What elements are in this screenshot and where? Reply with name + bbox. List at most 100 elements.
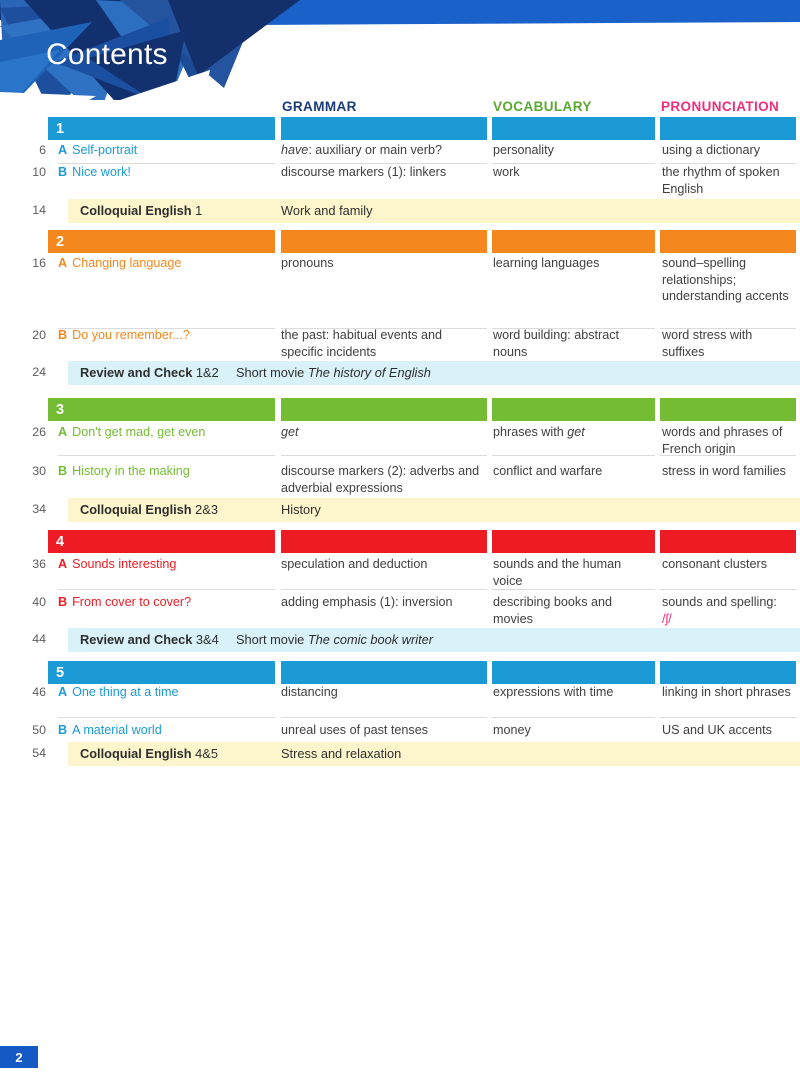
lesson-row: 20 B Do you remember...? the past: habitual… bbox=[0, 327, 800, 359]
banner-label-bold: Colloquial English bbox=[80, 502, 192, 517]
row-separator bbox=[281, 455, 487, 456]
lesson-letter: B bbox=[58, 723, 68, 737]
row-separator bbox=[58, 589, 275, 590]
banner-label-bold: Review and Check bbox=[80, 632, 193, 647]
unit-number: 4 bbox=[56, 534, 65, 550]
pronunciation-cell: words and phrases of French origin bbox=[662, 425, 783, 456]
lesson-name: Self-portrait bbox=[72, 143, 138, 157]
unit-bar-segment bbox=[660, 530, 796, 553]
pronunciation-cell: sounds and spelling: /ʃ/ bbox=[662, 595, 777, 626]
banner-label-bold: Review and Check bbox=[80, 365, 193, 380]
short-movie-title: The history of English bbox=[307, 365, 431, 380]
row-separator bbox=[660, 328, 796, 329]
lesson-page-number: 10 bbox=[32, 165, 46, 179]
lesson-letter: A bbox=[58, 557, 68, 571]
banner-page-number: 44 bbox=[32, 632, 46, 646]
column-header-pronunciation: PRONUNCIATION bbox=[661, 99, 780, 114]
banner-label-bold: Colloquial English bbox=[80, 203, 192, 218]
unit-bar-segment bbox=[281, 230, 487, 253]
unit-bar-segment bbox=[48, 117, 275, 140]
lesson-row: 30 B History in the making discourse marker… bbox=[0, 463, 800, 497]
row-separator bbox=[492, 455, 655, 456]
lesson-name: Nice work! bbox=[72, 165, 131, 179]
banner-label: Review and Check 1&2 bbox=[80, 365, 219, 380]
lesson-letter: B bbox=[58, 165, 68, 179]
column-header-grammar: GRAMMAR bbox=[282, 99, 357, 114]
banner-short-movie: Short movie The history of English bbox=[236, 365, 431, 380]
pronunciation-cell: word stress with suffixes bbox=[662, 328, 753, 359]
lesson-row: 50 B A material world unreal uses of past t… bbox=[0, 722, 800, 744]
unit-bar-segment bbox=[492, 117, 655, 140]
lesson-name: History in the making bbox=[72, 464, 190, 478]
grammar-cell: have: auxiliary or main verb? bbox=[281, 143, 442, 157]
lesson-name: A material world bbox=[72, 723, 162, 737]
grammar-italic-term: get bbox=[281, 425, 299, 439]
row-separator bbox=[58, 455, 275, 456]
vocabulary-cell: sounds and the human voice bbox=[493, 557, 622, 588]
unit-bar-segment bbox=[48, 398, 275, 421]
lesson-title: B From cover to cover? bbox=[58, 594, 273, 611]
banner-label: Colloquial English 4&5 bbox=[80, 746, 218, 761]
lesson-name: From cover to cover? bbox=[72, 595, 192, 609]
lesson-title: B A material world bbox=[58, 722, 273, 739]
unit-bar-segment bbox=[660, 398, 796, 421]
lesson-title: B Do you remember...? bbox=[58, 327, 273, 344]
banner-label: Colloquial English 2&3 bbox=[80, 502, 218, 517]
column-header-vocabulary: VOCABULARY bbox=[493, 99, 592, 114]
banner-background bbox=[68, 742, 800, 766]
vocabulary-cell: expressions with time bbox=[493, 685, 614, 699]
row-separator bbox=[660, 163, 796, 164]
pronunciation-cell: consonant clusters bbox=[662, 557, 768, 571]
row-separator bbox=[660, 717, 796, 718]
unit-color-bar: 5 bbox=[0, 661, 800, 684]
lesson-letter: A bbox=[58, 143, 68, 157]
lesson-page-number: 50 bbox=[32, 723, 46, 737]
row-separator bbox=[281, 589, 487, 590]
lesson-letter: B bbox=[58, 595, 68, 609]
lesson-row: 40 B From cover to cover? adding emphasis (… bbox=[0, 594, 800, 630]
lesson-page-number: 26 bbox=[32, 425, 46, 439]
vocabulary-cell: work bbox=[493, 165, 520, 179]
unit-bar-segment bbox=[48, 230, 275, 253]
lesson-title: A Self-portrait bbox=[58, 142, 273, 159]
row-separator bbox=[492, 163, 655, 164]
lesson-row: 16 A Changing language pronouns learning lan… bbox=[0, 255, 800, 329]
banner-background bbox=[68, 199, 800, 223]
row-separator bbox=[492, 328, 655, 329]
lesson-letter: A bbox=[58, 425, 68, 439]
unit-bar-segment bbox=[281, 117, 487, 140]
grammar-cell: adding emphasis (1): inversion bbox=[281, 595, 453, 609]
lesson-name: Do you remember...? bbox=[72, 328, 190, 342]
lesson-page-number: 36 bbox=[32, 557, 46, 571]
lesson-letter: A bbox=[58, 256, 68, 270]
lesson-row: 36 A Sounds interesting speculation and ded… bbox=[0, 556, 800, 590]
banner-topic: Stress and relaxation bbox=[281, 746, 402, 761]
pronunciation-cell: the rhythm of spoken English bbox=[662, 165, 780, 196]
lesson-page-number: 20 bbox=[32, 328, 46, 342]
lesson-row: 6 A Self-portrait have: auxiliary or main v… bbox=[0, 142, 800, 164]
banner-label: Review and Check 3&4 bbox=[80, 632, 219, 647]
row-separator bbox=[58, 328, 275, 329]
grammar-cell: unreal uses of past tenses bbox=[281, 723, 429, 737]
grammar-cell: speculation and deduction bbox=[281, 557, 428, 571]
unit-number: 2 bbox=[56, 234, 65, 250]
vocabulary-cell: learning languages bbox=[493, 256, 600, 270]
section-banner: 44 Review and Check 3&4 Short movie The co… bbox=[0, 628, 800, 652]
vocabulary-cell: word building: abstract nouns bbox=[493, 328, 620, 359]
page-number-badge: 2 bbox=[0, 1046, 38, 1068]
unit-color-bar: 1 bbox=[0, 117, 800, 140]
section-banner: 54 Colloquial English 4&5 Stress and relax… bbox=[0, 742, 800, 766]
lesson-letter: A bbox=[58, 685, 68, 699]
row-separator bbox=[281, 328, 487, 329]
unit-bar-segment bbox=[492, 661, 655, 684]
grammar-cell: pronouns bbox=[281, 256, 334, 270]
row-separator bbox=[660, 455, 796, 456]
unit-number: 3 bbox=[56, 402, 65, 418]
lesson-page-number: 46 bbox=[32, 685, 46, 699]
vocabulary-italic-term: get bbox=[567, 425, 585, 439]
banner-background bbox=[68, 498, 800, 522]
header-fan-graphic bbox=[0, 0, 800, 118]
lesson-letter: B bbox=[58, 464, 68, 478]
grammar-cell: distancing bbox=[281, 685, 338, 699]
lesson-letter: B bbox=[58, 328, 68, 342]
